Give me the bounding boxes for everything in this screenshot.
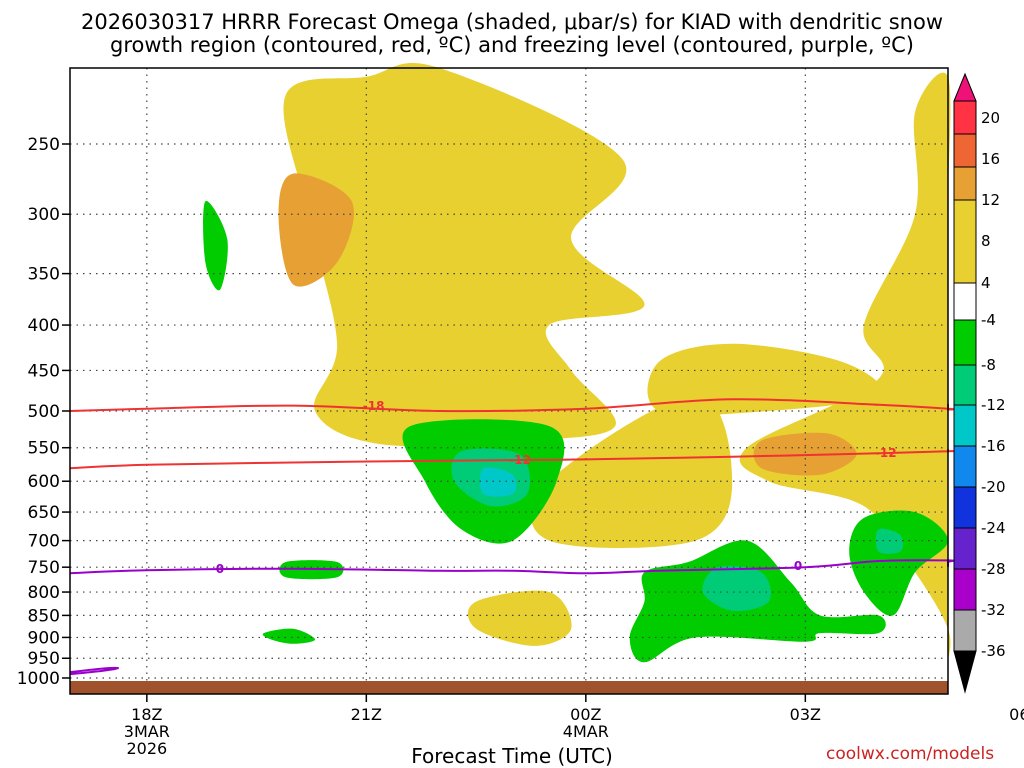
y-tick-label: 550 bbox=[28, 439, 60, 459]
colorbar-label: -12 bbox=[981, 396, 1006, 414]
colorbar-label: -36 bbox=[981, 642, 1006, 660]
y-tick-label: 750 bbox=[28, 558, 60, 578]
colorbar-swatch-neutral bbox=[953, 282, 977, 321]
x-axis: 18Z3MAR202621Z00Z4MAR03Z06Z09Z bbox=[124, 694, 1024, 758]
y-tick-label: 650 bbox=[28, 503, 60, 523]
omega-region-4-8 bbox=[530, 395, 733, 549]
x-axis-title: Forecast Time (UTC) bbox=[411, 744, 613, 768]
y-tick-label: 850 bbox=[28, 606, 60, 626]
colorbar-label: -28 bbox=[981, 560, 1006, 578]
x-tick-date: 4MAR bbox=[563, 722, 609, 741]
omega-region-m8-m4 bbox=[262, 628, 316, 644]
chart-title-line-1: 2026030317 HRRR Forecast Omega (shaded, … bbox=[80, 10, 944, 34]
x-tick-date: 3MAR bbox=[124, 722, 170, 741]
y-tick-label: 900 bbox=[28, 628, 60, 648]
x-tick-label: 18Z bbox=[131, 705, 162, 724]
colorbar: 20 16 12 8 4 -4 -8 -12 -16 -20 -24 -28 -32 -36 bbox=[953, 72, 1006, 694]
colorbar-swatch-m12-m8 bbox=[953, 364, 977, 406]
colorbar-swatch-12-16 bbox=[953, 133, 977, 168]
colorbar-swatch-m32-m28 bbox=[953, 568, 977, 611]
y-tick-label: 950 bbox=[28, 649, 60, 669]
colorbar-triangle-min bbox=[953, 650, 977, 694]
shaded-regions bbox=[203, 62, 951, 683]
colorbar-swatch-m16-m12 bbox=[953, 404, 977, 447]
contour-label: 0 bbox=[794, 559, 802, 573]
y-tick-label: 700 bbox=[28, 532, 60, 552]
colorbar-label: 4 bbox=[981, 274, 991, 292]
colorbar-label: 12 bbox=[981, 191, 1000, 209]
contour-label: -12 bbox=[875, 446, 897, 460]
colorbar-swatch-4-8 bbox=[953, 199, 977, 284]
x-tick-label: 00Z bbox=[570, 705, 601, 724]
colorbar-swatch-8-12 bbox=[953, 166, 977, 201]
omega-region-m8-m4 bbox=[849, 510, 948, 616]
colorbar-label: 16 bbox=[981, 150, 1000, 168]
colorbar-label: 20 bbox=[981, 109, 1000, 127]
contour-label: -12 bbox=[509, 453, 531, 467]
colorbar-swatch-m20-m16 bbox=[953, 445, 977, 488]
y-tick-label: 250 bbox=[28, 135, 60, 155]
omega-region-m12-m8 bbox=[875, 528, 904, 554]
colorbar-label: -8 bbox=[981, 356, 996, 374]
colorbar-swatch-m8-m4 bbox=[953, 319, 977, 366]
y-tick-label: 800 bbox=[28, 583, 60, 603]
ground-fill bbox=[70, 681, 948, 694]
x-tick-label: 06Z bbox=[1009, 705, 1024, 724]
credit-link[interactable]: coolwx.com/models bbox=[826, 744, 995, 764]
x-tick-year: 2026 bbox=[126, 739, 167, 758]
plot-frame bbox=[69, 67, 949, 695]
y-tick-label: 600 bbox=[28, 472, 60, 492]
y-tick-label: 500 bbox=[28, 402, 60, 422]
chart-title-line-2: growth region (contoured, red, ºC) and f… bbox=[110, 33, 914, 57]
colorbar-label: -32 bbox=[981, 601, 1006, 619]
omega-region-4-8 bbox=[647, 343, 882, 416]
colorbar-swatch-m24-m20 bbox=[953, 486, 977, 529]
x-tick-label: 03Z bbox=[790, 705, 821, 724]
freezing-level-contour bbox=[69, 559, 955, 575]
omega-region-m12-m8 bbox=[702, 565, 771, 612]
colorbar-label: 8 bbox=[981, 232, 991, 250]
y-tick-label: 1000 bbox=[17, 669, 60, 689]
omega-region-m8-m4 bbox=[203, 200, 228, 291]
y-tick-label: 300 bbox=[28, 205, 60, 225]
x-tick-label: 21Z bbox=[351, 705, 382, 724]
omega-region-4-8 bbox=[467, 590, 572, 646]
colorbar-label: -4 bbox=[981, 311, 996, 329]
freezing-level-surface-contour bbox=[69, 666, 120, 676]
colorbar-label: -16 bbox=[981, 437, 1006, 455]
contour-label: -18 bbox=[363, 399, 385, 413]
omega-region-8-12 bbox=[278, 173, 354, 287]
contour-label: 0 bbox=[216, 562, 224, 576]
colorbar-swatch-16-20 bbox=[953, 100, 977, 135]
y-axis: 2503003504004505005506006507007508008509… bbox=[17, 135, 70, 689]
colorbar-swatch-m28-m24 bbox=[953, 527, 977, 570]
colorbar-triangle-max bbox=[953, 72, 977, 102]
colorbar-label: -20 bbox=[981, 478, 1006, 496]
y-tick-label: 350 bbox=[28, 265, 60, 285]
grid-lines bbox=[70, 68, 948, 681]
y-tick-label: 450 bbox=[28, 361, 60, 381]
omega-region-4-8 bbox=[283, 62, 645, 447]
colorbar-swatch-m36-m32 bbox=[953, 609, 977, 652]
y-tick-label: 400 bbox=[28, 316, 60, 336]
colorbar-label: -24 bbox=[981, 519, 1006, 537]
omega-region-m16-m12 bbox=[479, 467, 517, 497]
